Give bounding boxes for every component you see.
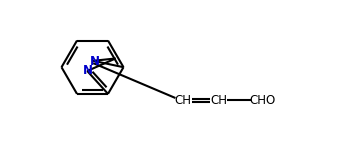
Text: CH: CH	[175, 94, 192, 107]
Text: N: N	[83, 64, 93, 78]
Text: CH: CH	[210, 94, 227, 107]
Text: CHO: CHO	[250, 94, 276, 107]
Text: N: N	[90, 55, 100, 68]
